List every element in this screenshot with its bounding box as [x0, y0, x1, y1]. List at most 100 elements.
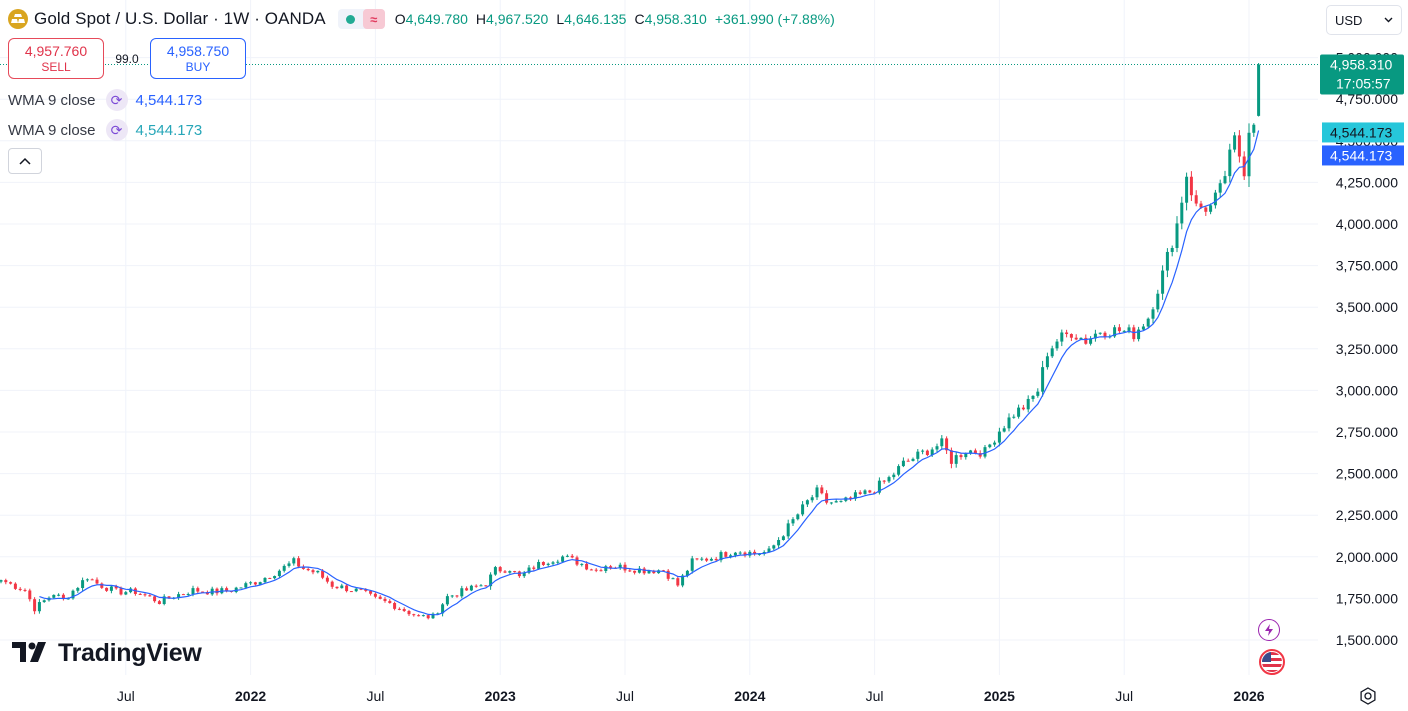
currency-select[interactable]: USD	[1326, 5, 1402, 35]
tradingview-mark-icon	[12, 638, 48, 669]
candle-body	[484, 585, 488, 587]
market-status[interactable]: ≈	[337, 9, 385, 29]
candle-body	[983, 447, 987, 457]
x-tick-label: Jul	[866, 688, 884, 704]
x-tick-label: 2026	[1233, 688, 1264, 704]
symbol-title[interactable]: Gold Spot / U.S. Dollar · 1W · OANDA	[34, 9, 326, 28]
tradingview-logo[interactable]: TradingView	[12, 638, 202, 669]
candle-body	[417, 615, 421, 617]
candle-body	[921, 450, 925, 452]
candle-body	[450, 595, 454, 597]
candle-body	[1074, 337, 1078, 340]
status-tag[interactable]: ≈	[362, 9, 385, 29]
candle-body	[383, 598, 387, 602]
settings-gear-icon[interactable]	[1357, 685, 1379, 707]
candle-body	[815, 487, 819, 498]
candle-body	[825, 493, 829, 503]
candle-body	[225, 588, 229, 591]
candle-body	[959, 455, 963, 458]
candle-body	[585, 563, 589, 570]
candle-body	[109, 586, 113, 591]
chevron-down-icon	[1384, 17, 1393, 23]
indicator-name: WMA 9 close	[8, 91, 96, 109]
buy-button[interactable]: 4,958.750 BUY	[150, 38, 246, 79]
candle-body	[1170, 247, 1174, 252]
candle-body	[647, 570, 651, 574]
x-axis: Jul 2022 Jul 2023 Jul 2024 Jul 2025 Jul 2026	[117, 688, 1265, 704]
candle-body	[882, 480, 886, 482]
candle-body	[1185, 176, 1189, 203]
candle-body	[671, 578, 675, 580]
indicator-legend-1[interactable]: WMA 9 close ⟳ 4,544.173	[8, 89, 202, 111]
candle-body	[973, 450, 977, 454]
symbol-header: Gold Spot / U.S. Dollar · 1W · OANDA ≈ O…	[8, 8, 835, 30]
candle-body	[397, 608, 401, 610]
candle-body	[489, 574, 493, 587]
candle-body	[364, 589, 368, 591]
loading-icon[interactable]: ⟳	[105, 119, 128, 141]
candle-body	[1151, 309, 1155, 319]
sell-button[interactable]: 4,957.760 SELL	[8, 38, 104, 79]
candle-body	[1055, 341, 1059, 349]
candle-body	[1175, 223, 1179, 248]
candle-body	[277, 570, 281, 577]
candle-body	[1036, 391, 1040, 396]
gold-bars-icon	[8, 9, 28, 29]
candle-body	[1007, 417, 1011, 429]
countdown-label: 17:05:57	[1336, 76, 1391, 92]
candle-body	[0, 580, 3, 582]
candle-body	[1161, 270, 1165, 294]
candle-body	[345, 585, 349, 592]
candle-body	[561, 556, 565, 562]
x-tick-label: 2023	[485, 688, 516, 704]
candle-body	[1194, 195, 1198, 204]
candle-body	[215, 588, 219, 594]
candle-body	[853, 492, 857, 499]
lightning-icon[interactable]	[1258, 619, 1280, 641]
candle-body	[1122, 330, 1126, 332]
indicator-legend-2[interactable]: WMA 9 close ⟳ 4,544.173	[8, 119, 202, 141]
change-value: +361.990 (+7.88%)	[714, 11, 835, 27]
candle-body	[666, 570, 670, 579]
candle-body	[964, 453, 968, 458]
candle-body	[1233, 135, 1237, 150]
candle-body	[138, 593, 142, 595]
candle-body	[1103, 332, 1107, 337]
candle-body	[1098, 332, 1102, 334]
candle-body	[652, 570, 656, 574]
us-economic-events-icon[interactable]	[1257, 649, 1287, 675]
candle-body	[676, 578, 680, 586]
collapse-legend-button[interactable]	[8, 148, 42, 174]
candle-body	[1065, 332, 1069, 335]
candle-body	[354, 588, 358, 592]
candle-body	[565, 555, 569, 557]
candle-body	[594, 569, 598, 571]
candle-body	[969, 450, 973, 454]
candle-body	[421, 615, 425, 617]
loading-icon[interactable]: ⟳	[105, 89, 128, 111]
y-tick-label: 2,250.000	[1336, 507, 1398, 523]
candle-body	[609, 566, 613, 568]
candle-body	[186, 594, 190, 596]
candle-body	[18, 588, 22, 590]
candle-body	[546, 563, 550, 565]
candle-body	[1017, 407, 1021, 417]
candle-body	[522, 572, 526, 577]
candle-body	[378, 596, 382, 599]
indicator-name: WMA 9 close	[8, 121, 96, 139]
candle-body	[1050, 348, 1054, 357]
candle-body	[287, 563, 291, 566]
candle-body	[901, 460, 905, 467]
candle-body	[801, 504, 805, 515]
candle-body	[570, 555, 574, 558]
candle-body	[105, 587, 109, 591]
candle-body	[1113, 327, 1117, 337]
candle-body	[13, 583, 17, 589]
candle-body	[412, 614, 416, 616]
candle-body	[301, 566, 305, 569]
candle-body	[1156, 293, 1160, 310]
candle-body	[839, 500, 843, 502]
candle-body	[1257, 64, 1261, 116]
candle-body	[393, 603, 397, 609]
